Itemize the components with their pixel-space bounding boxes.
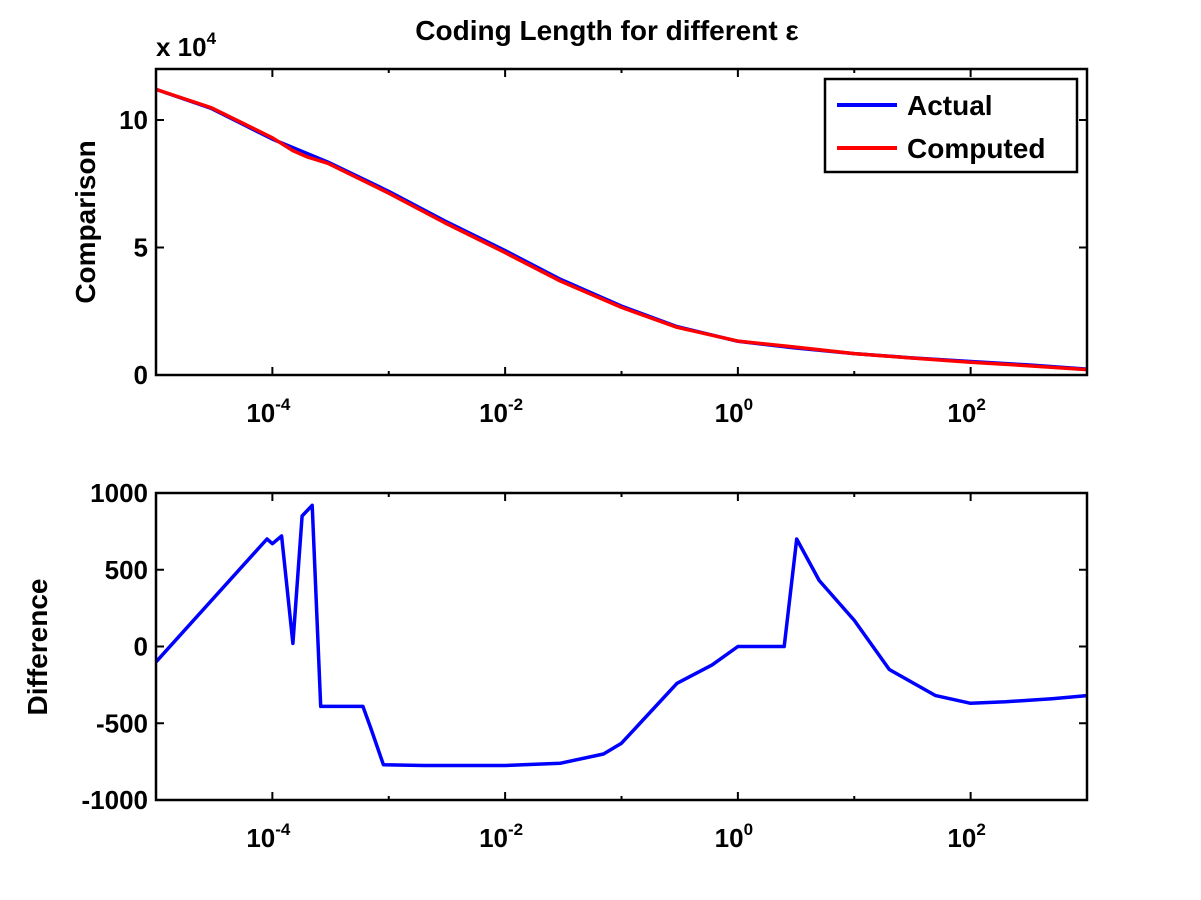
y-tick-label: 10 bbox=[119, 105, 148, 135]
comparison-ticks: 10-4 10-2 100 102 0 5 10 bbox=[119, 69, 1088, 428]
chart-title: Coding Length for different ε bbox=[415, 15, 798, 46]
comparison-axes: 10-4 10-2 100 102 0 5 10 Comparison x 104 Actu… bbox=[70, 29, 1089, 428]
series-line-difference bbox=[154, 503, 1088, 768]
difference-axes: 10-4 10-2 100 102 -1000 -500 0 500 1000 Differen… bbox=[22, 478, 1089, 853]
legend-label-actual: Actual bbox=[907, 90, 993, 121]
y-multiplier-label: x 104 bbox=[156, 29, 217, 62]
x-tick-label: 10-4 bbox=[246, 820, 291, 853]
legend-box bbox=[823, 77, 1079, 174]
x-tick-label: 102 bbox=[947, 395, 985, 428]
series-line-computed bbox=[155, 87, 1088, 372]
y-tick-label: -500 bbox=[96, 708, 148, 738]
y-tick-label: 5 bbox=[134, 233, 148, 263]
difference-ticks: 10-4 10-2 100 102 -1000 -500 0 500 1000 bbox=[82, 478, 1088, 853]
y-tick-label: 0 bbox=[134, 360, 148, 390]
difference-series bbox=[154, 503, 1088, 768]
y-tick-label: 1000 bbox=[90, 478, 148, 508]
x-tick-label: 100 bbox=[715, 820, 753, 853]
comparison-y-axis-label: Comparison bbox=[70, 140, 101, 303]
difference-plot-area bbox=[156, 493, 1087, 800]
y-tick-label: 0 bbox=[134, 632, 148, 662]
comparison-series bbox=[155, 87, 1088, 372]
y-tick-label: 500 bbox=[105, 555, 148, 585]
x-tick-label: 10-2 bbox=[479, 820, 523, 853]
legend: Actual Computed bbox=[823, 77, 1079, 174]
x-tick-label: 10-4 bbox=[246, 395, 291, 428]
x-tick-label: 100 bbox=[715, 395, 753, 428]
x-tick-label: 102 bbox=[947, 820, 985, 853]
difference-y-axis-label: Difference bbox=[22, 579, 53, 716]
legend-label-computed: Computed bbox=[907, 133, 1045, 164]
y-tick-label: -1000 bbox=[82, 785, 149, 815]
x-tick-label: 10-2 bbox=[479, 395, 523, 428]
